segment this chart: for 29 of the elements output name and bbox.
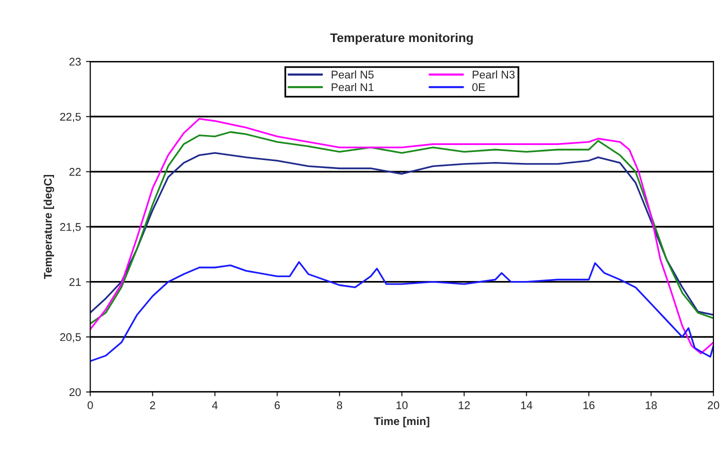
x-tick-label: 6 (274, 401, 280, 410)
y-axis-title: Temperature [degC] (44, 174, 54, 279)
x-tick-label: 12 (458, 401, 470, 410)
legend-label: 0E (472, 83, 485, 92)
legend-label: Pearl N1 (332, 82, 374, 92)
x-tick-label: 10 (396, 401, 408, 410)
x-tick-label: 20 (708, 401, 720, 410)
y-tick-label: 20,5 (60, 333, 81, 342)
y-tick-label: 23 (69, 58, 81, 66)
x-axis-title: Time [min] (374, 416, 430, 428)
y-tick-label: 20 (69, 388, 81, 396)
x-tick-label: 16 (583, 401, 594, 410)
line-series (90, 118, 714, 354)
line-series (90, 261, 714, 362)
x-tick-label: 0 (88, 401, 93, 410)
chart-title: Temperature monitoring (330, 33, 473, 45)
y-tick-label: 22 (69, 168, 81, 176)
y-tick-label: 22,5 (60, 112, 81, 122)
x-tick-label: 4 (212, 401, 218, 410)
y-tick-label: 21 (69, 278, 81, 286)
legend-label: Pearl N3 (472, 70, 515, 79)
x-tick-label: 18 (646, 401, 657, 410)
line-series (90, 152, 714, 316)
line-series (90, 131, 714, 325)
x-tick-label: 2 (150, 401, 156, 410)
x-tick-label: 8 (336, 401, 342, 410)
x-tick-label: 14 (521, 401, 532, 410)
legend-label: Pearl N5 (332, 70, 374, 79)
y-tick-label: 21,5 (60, 223, 81, 232)
